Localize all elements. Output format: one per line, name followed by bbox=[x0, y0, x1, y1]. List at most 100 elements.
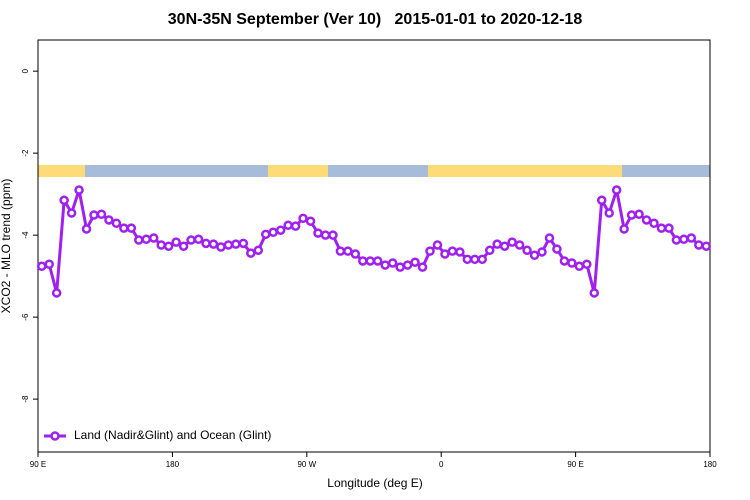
data-point bbox=[208, 239, 219, 249]
legend-marker bbox=[50, 431, 60, 441]
data-point bbox=[462, 254, 473, 265]
data-point bbox=[163, 241, 174, 251]
data-point bbox=[417, 262, 428, 272]
data-point bbox=[701, 241, 712, 251]
land-strip bbox=[428, 165, 622, 177]
data-point bbox=[365, 256, 376, 266]
data-point bbox=[343, 246, 353, 256]
data-point bbox=[671, 235, 682, 245]
data-point bbox=[350, 249, 361, 259]
data-point bbox=[559, 256, 570, 266]
data-point bbox=[223, 240, 234, 250]
data-point bbox=[611, 185, 622, 195]
data-point bbox=[425, 246, 435, 256]
data-point bbox=[619, 224, 629, 234]
data-point bbox=[238, 238, 249, 249]
data-point bbox=[492, 239, 502, 249]
data-point bbox=[649, 218, 659, 228]
data-point bbox=[380, 260, 390, 270]
data-point bbox=[148, 233, 159, 243]
data-point bbox=[156, 240, 166, 250]
data-point bbox=[96, 209, 107, 219]
data-point bbox=[51, 288, 62, 298]
x-tick-label: 180 bbox=[703, 460, 717, 469]
data-point bbox=[253, 245, 264, 256]
data-point bbox=[104, 215, 114, 225]
data-point bbox=[193, 234, 204, 244]
data-point bbox=[201, 238, 211, 249]
land-strip bbox=[38, 165, 85, 177]
data-point bbox=[582, 259, 592, 269]
data-point bbox=[313, 228, 323, 238]
data-point bbox=[447, 246, 458, 256]
data-point bbox=[298, 213, 308, 224]
data-point bbox=[275, 225, 286, 235]
plot-frame bbox=[37, 39, 711, 453]
y-axis-label: XCO2 - MLO trend (ppm) bbox=[0, 179, 13, 314]
land-strip bbox=[268, 165, 328, 177]
data-point bbox=[134, 235, 144, 245]
chart-title: 30N-35N September (Ver 10) 2015-01-01 to… bbox=[168, 11, 583, 28]
data-point bbox=[664, 223, 674, 233]
data-point bbox=[268, 227, 278, 238]
data-point bbox=[440, 249, 450, 259]
data-point bbox=[372, 256, 383, 266]
data-point bbox=[537, 247, 547, 257]
data-point bbox=[470, 254, 480, 265]
data-point bbox=[141, 234, 152, 244]
x-tick-label: 90 E bbox=[567, 460, 583, 469]
data-point bbox=[626, 210, 637, 220]
data-point bbox=[596, 195, 607, 206]
data-point bbox=[634, 209, 644, 219]
data-point bbox=[679, 234, 689, 244]
data-point bbox=[522, 245, 532, 256]
data-point bbox=[36, 261, 47, 272]
data-point bbox=[507, 237, 517, 247]
data-point bbox=[656, 223, 667, 233]
y-tick-label: -2 bbox=[21, 149, 30, 157]
data-point bbox=[395, 262, 405, 272]
data-point bbox=[328, 230, 338, 240]
data-point bbox=[402, 260, 413, 270]
data-point bbox=[81, 224, 92, 234]
data-point bbox=[44, 259, 54, 269]
data-point bbox=[455, 247, 465, 257]
data-point bbox=[59, 195, 69, 206]
x-tick-label: 0 bbox=[439, 460, 444, 469]
data-point bbox=[335, 246, 346, 256]
y-tick-label: -6 bbox=[21, 313, 30, 321]
data-point bbox=[686, 233, 697, 243]
data-point bbox=[216, 242, 226, 252]
data-point bbox=[477, 254, 488, 265]
data-point bbox=[171, 237, 181, 247]
data-point bbox=[589, 288, 600, 298]
data-point bbox=[111, 218, 122, 228]
data-point bbox=[604, 208, 614, 218]
data-point bbox=[694, 240, 704, 250]
data-point bbox=[529, 250, 540, 260]
data-point bbox=[305, 216, 316, 226]
data-point bbox=[641, 215, 652, 225]
data-point bbox=[514, 240, 525, 250]
x-tick-label: 180 bbox=[166, 460, 180, 469]
data-point bbox=[358, 256, 368, 266]
y-tick-label: -4 bbox=[21, 231, 30, 239]
data-point bbox=[552, 244, 562, 254]
data-point bbox=[410, 257, 420, 267]
data-point bbox=[499, 241, 510, 251]
data-point bbox=[119, 223, 129, 233]
data-point bbox=[574, 261, 585, 272]
data-point bbox=[74, 185, 84, 195]
data-point bbox=[260, 229, 271, 240]
data-point bbox=[283, 220, 293, 231]
data-point bbox=[387, 258, 398, 268]
data-point bbox=[484, 245, 495, 256]
x-tick-label: 90 E bbox=[30, 460, 46, 469]
data-point bbox=[89, 210, 99, 220]
data-point bbox=[186, 235, 196, 245]
data-point bbox=[231, 239, 241, 249]
data-point bbox=[432, 240, 443, 250]
data-point bbox=[126, 223, 137, 233]
data-point bbox=[567, 258, 577, 268]
land-mask bbox=[38, 165, 710, 177]
